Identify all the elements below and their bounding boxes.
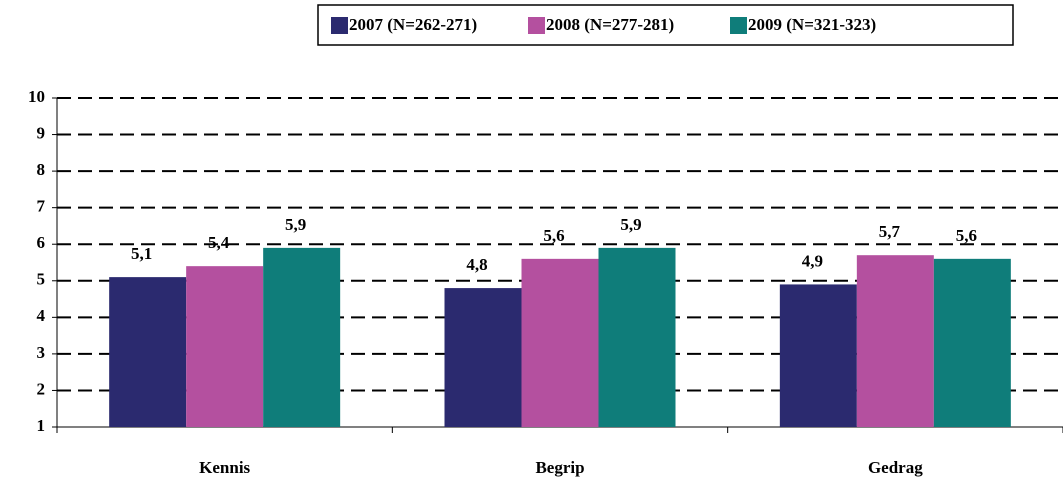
bar [444, 288, 522, 427]
value-label: 4,8 [466, 255, 487, 274]
bar [856, 255, 934, 427]
legend-box [317, 4, 1014, 46]
value-label: 5,6 [956, 226, 977, 245]
bar [263, 247, 341, 427]
bar [186, 266, 264, 427]
y-tick-label: 4 [37, 306, 46, 325]
value-label: 4,9 [802, 251, 823, 270]
y-tick-label: 1 [37, 416, 46, 435]
value-label: 5,1 [131, 244, 152, 263]
legend-swatch [331, 17, 348, 34]
bar [779, 284, 857, 427]
value-label: 5,4 [208, 233, 230, 252]
bar [598, 247, 676, 427]
y-tick-label: 7 [37, 197, 46, 216]
legend-swatch [528, 17, 545, 34]
y-tick-label: 9 [37, 123, 46, 142]
y-tick-label: 3 [37, 343, 46, 362]
legend-label: 2007 (N=262-271) [349, 15, 477, 34]
value-label: 5,9 [620, 215, 641, 234]
legend-label: 2008 (N=277-281) [546, 15, 674, 34]
x-tick-label: Begrip [535, 458, 584, 477]
value-label: 5,9 [285, 215, 306, 234]
bar [521, 258, 599, 427]
y-tick-label: 10 [28, 87, 45, 106]
x-tick-label: Gedrag [868, 458, 923, 477]
value-label: 5,6 [543, 226, 564, 245]
legend-label: 2009 (N=321-323) [748, 15, 876, 34]
y-tick-label: 8 [37, 160, 46, 179]
x-tick-label: Kennis [199, 458, 250, 477]
legend-swatch [730, 17, 747, 34]
y-tick-label: 6 [37, 233, 46, 252]
y-tick-label: 2 [37, 379, 46, 398]
y-tick-label: 5 [37, 270, 46, 289]
bar [933, 258, 1011, 427]
bar [109, 277, 187, 427]
value-label: 5,7 [879, 222, 901, 241]
